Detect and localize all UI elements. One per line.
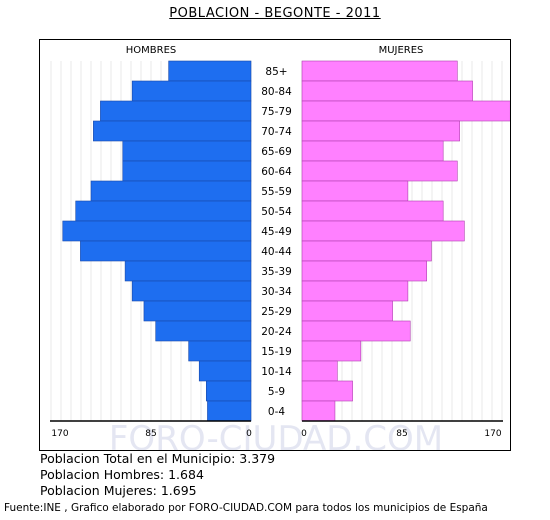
bar-mujeres-35-39 [301, 260, 428, 282]
age-label: 75-79 [261, 106, 292, 118]
bar-mujeres-65-69 [301, 140, 444, 162]
bar-mujeres-15-19 [301, 340, 362, 362]
bar-hombres-10-14 [198, 360, 252, 382]
tick-label-hombres: 0 [246, 429, 252, 439]
bar-hombres-75-79 [100, 100, 252, 122]
population-stats: Poblacion Total en el Municipio: 3.379 P… [40, 451, 275, 499]
bar-mujeres-5-9 [301, 380, 353, 402]
source-footer: Fuente:INE , Grafico elaborado por FORO-… [4, 502, 488, 514]
mujeres-header: MUJERES [379, 45, 424, 56]
tick-label-hombres: 170 [51, 429, 68, 439]
age-label: 85+ [265, 66, 287, 78]
hombres-header: HOMBRES [126, 45, 177, 56]
tick-label-hombres: 85 [145, 429, 156, 439]
bar-hombres-35-39 [124, 260, 252, 282]
bar-mujeres-60-64 [301, 160, 458, 182]
bar-mujeres-50-54 [301, 200, 444, 222]
bar-hombres-40-44 [80, 240, 252, 262]
age-label: 40-44 [261, 246, 292, 258]
bar-mujeres-55-59 [301, 180, 409, 202]
bar-hombres-0-4 [207, 400, 252, 422]
age-label: 50-54 [261, 206, 292, 218]
bar-hombres-50-54 [75, 200, 252, 222]
age-label: 0-4 [268, 406, 285, 418]
bar-hombres-65-69 [122, 140, 252, 162]
age-label: 25-29 [261, 306, 292, 318]
bar-mujeres-10-14 [301, 360, 338, 382]
age-label: 60-64 [261, 166, 292, 178]
age-label: 5-9 [268, 386, 285, 398]
bar-hombres-20-24 [155, 320, 252, 342]
tick-label-mujeres: 85 [396, 429, 407, 439]
age-label: 45-49 [261, 226, 292, 238]
bar-mujeres-85+ [301, 60, 458, 82]
age-label: 70-74 [261, 126, 292, 138]
bar-hombres-85+ [168, 60, 252, 82]
bar-hombres-60-64 [122, 160, 252, 182]
bar-hombres-45-49 [62, 220, 252, 242]
bar-hombres-70-74 [93, 120, 252, 142]
bar-mujeres-40-44 [301, 240, 432, 262]
bar-hombres-30-34 [131, 280, 252, 302]
bar-hombres-5-9 [205, 380, 252, 402]
bar-hombres-80-84 [131, 80, 252, 102]
bar-mujeres-45-49 [301, 220, 465, 242]
age-label: 80-84 [261, 86, 292, 98]
bar-hombres-55-59 [90, 180, 252, 202]
bar-hombres-25-29 [143, 300, 252, 322]
population-pyramid: FORO-CIUDAD.COM HOMBRES MUJERES 85+ 80-84 75-… [50, 45, 510, 451]
bar-mujeres-0-4 [301, 400, 336, 422]
tick-label-mujeres: 170 [484, 429, 501, 439]
age-label: 35-39 [261, 266, 292, 278]
stat-hombres: Poblacion Hombres: 1.684 [40, 467, 204, 482]
age-label: 20-24 [261, 326, 292, 338]
stat-mujeres: Poblacion Mujeres: 1.695 [40, 483, 197, 498]
bar-hombres-15-19 [188, 340, 252, 362]
age-label: 30-34 [261, 286, 292, 298]
bar-mujeres-70-74 [301, 120, 460, 142]
bar-mujeres-25-29 [301, 300, 393, 322]
stat-total: Poblacion Total en el Municipio: 3.379 [40, 451, 276, 466]
age-label: 55-59 [261, 186, 292, 198]
bar-mujeres-30-34 [301, 280, 409, 302]
age-label: 15-19 [261, 346, 292, 358]
bar-mujeres-75-79 [301, 100, 510, 122]
bar-mujeres-20-24 [301, 320, 411, 342]
tick-label-mujeres: 0 [301, 429, 307, 439]
chart-title: POBLACION - BEGONTE - 2011 [169, 6, 381, 21]
age-label: 65-69 [261, 146, 292, 158]
watermark: FORO-CIUDAD.COM [109, 419, 443, 451]
pyramid-frame: FORO-CIUDAD.COM HOMBRES MUJERES 85+ 80-84 75-… [39, 39, 511, 451]
bar-mujeres-80-84 [301, 80, 473, 102]
age-label: 10-14 [261, 366, 292, 378]
